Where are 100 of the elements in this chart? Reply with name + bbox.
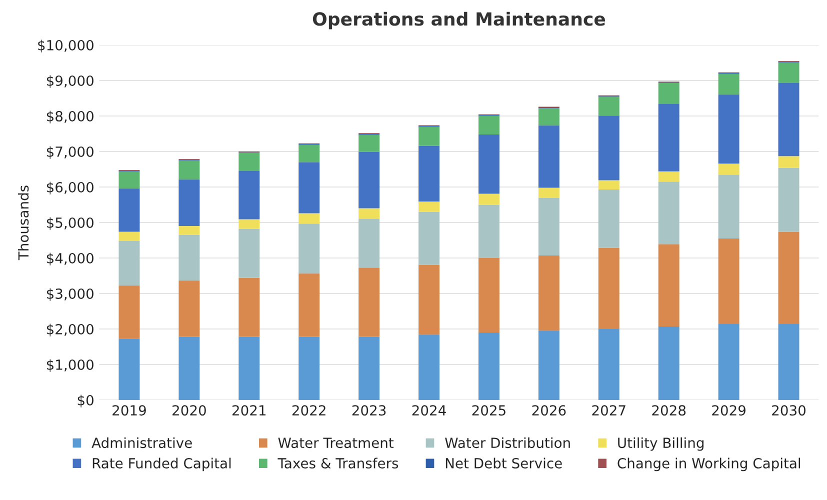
bar [658, 326, 680, 400]
x-tick-label: 2022 [292, 405, 326, 416]
bar [118, 232, 140, 241]
bar [778, 168, 800, 232]
bar [298, 144, 320, 162]
bar [718, 74, 740, 94]
bar [718, 174, 740, 238]
y-tick-label: $8,000 [46, 110, 94, 124]
y-axis-title: Thousands [18, 186, 29, 260]
x-tick-label: 2020 [172, 405, 206, 416]
bar [238, 336, 260, 400]
bar [778, 324, 800, 400]
bar [298, 213, 320, 224]
bar [358, 218, 380, 268]
bar [538, 188, 560, 198]
bar [178, 179, 200, 226]
x-tick-label: 2030 [772, 405, 806, 416]
x-tick-label: 2021 [232, 405, 266, 416]
x-tick-label: 2028 [652, 405, 686, 416]
bar [418, 126, 440, 146]
y-tick-label: $1,000 [46, 359, 94, 372]
bar [538, 330, 560, 400]
bar [478, 204, 500, 258]
bar [538, 108, 560, 126]
bar [778, 82, 800, 156]
bar [538, 125, 560, 188]
bar [118, 240, 140, 286]
y-tick-label: $10,000 [38, 40, 94, 52]
x-tick-label: 2029 [712, 405, 746, 416]
bar [178, 336, 200, 400]
bar [658, 171, 680, 182]
bar [358, 208, 380, 219]
bar [718, 164, 740, 175]
bar [478, 332, 500, 400]
bar [778, 156, 800, 168]
bar [118, 285, 140, 339]
bar [718, 324, 740, 400]
bar [118, 171, 140, 188]
bar [478, 258, 500, 333]
bar [418, 334, 440, 400]
y-tick-label: $2,000 [46, 324, 94, 336]
bar [778, 232, 800, 324]
bar [778, 62, 800, 83]
bar [598, 329, 620, 400]
bar [298, 162, 320, 214]
y-tick-label: $3,000 [46, 288, 94, 301]
bar [718, 94, 740, 164]
bar [418, 264, 440, 334]
y-tick-label: $4,000 [46, 252, 94, 266]
bar [178, 226, 200, 235]
y-tick-label: $6,000 [46, 182, 94, 194]
bar [298, 273, 320, 337]
bar [178, 160, 200, 180]
bar [178, 280, 200, 337]
x-tick-label: 2023 [352, 405, 386, 416]
bar [598, 96, 620, 116]
bar [358, 134, 380, 152]
bar [178, 234, 200, 280]
bar [658, 244, 680, 327]
legend-label: Water Treatment [278, 438, 394, 448]
legend-label: Water Distribution [445, 437, 570, 448]
bar [718, 238, 740, 324]
bar [478, 116, 500, 134]
bar [598, 248, 620, 329]
bar [658, 104, 680, 172]
chart-title: Operations and Maintenance [312, 12, 606, 30]
x-tick-label: 2027 [592, 405, 626, 416]
bar [238, 152, 260, 171]
legend-label: Taxes & Transfers [278, 458, 398, 468]
bar [538, 198, 560, 256]
y-tick-label: $9,000 [46, 75, 94, 88]
y-tick-label: $0 [78, 394, 94, 408]
legend-label: Net Debt Service [446, 458, 562, 468]
legend-label: Rate Funded Capital [92, 458, 231, 472]
y-tick-label: $5,000 [46, 217, 94, 230]
bar [478, 194, 500, 205]
bar [418, 212, 440, 265]
bar [538, 256, 560, 330]
bar [658, 182, 680, 244]
bar [418, 202, 440, 212]
bar [478, 134, 500, 194]
bar [418, 146, 440, 202]
bar [118, 188, 140, 232]
bar [238, 219, 260, 229]
legend-label: Utility Billing [618, 437, 704, 451]
bar [238, 228, 260, 278]
bar [358, 268, 380, 337]
bar [238, 278, 260, 337]
legend-label: Change in Working Capital [618, 458, 800, 472]
y-tick-label: $7,000 [46, 146, 94, 159]
bar [238, 170, 260, 220]
bar [598, 189, 620, 248]
x-tick-label: 2019 [112, 405, 146, 416]
bar [298, 336, 320, 400]
bar [358, 152, 380, 208]
bar [358, 336, 380, 400]
bar [598, 180, 620, 190]
x-tick-label: 2025 [472, 405, 506, 416]
legend-label: Administrative [92, 437, 192, 448]
bar [298, 224, 320, 274]
